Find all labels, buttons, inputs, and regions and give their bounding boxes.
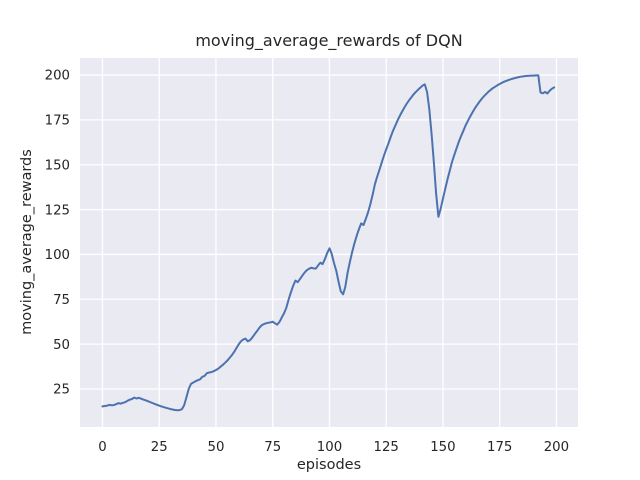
y-tick-label: 25 <box>53 383 70 398</box>
x-tick-label: 200 <box>544 440 569 455</box>
y-tick-label: 50 <box>53 338 70 353</box>
gridlines <box>80 58 578 427</box>
y-tick-labels: 25 50 75 100 125 150 175 200 <box>45 69 70 398</box>
x-tick-label: 100 <box>317 440 342 455</box>
x-tick-label: 125 <box>374 440 399 455</box>
x-tick-label: 150 <box>430 440 455 455</box>
y-tick-label: 175 <box>45 114 70 129</box>
x-tick-label: 75 <box>264 440 281 455</box>
x-axis-label: episodes <box>297 457 361 473</box>
x-tick-label: 175 <box>487 440 512 455</box>
x-tick-label: 25 <box>151 440 168 455</box>
y-axis-label: moving_average_rewards <box>19 149 35 335</box>
dqn-reward-line <box>101 74 556 412</box>
y-tick-label: 150 <box>45 158 70 173</box>
x-tick-label: 50 <box>208 440 225 455</box>
y-tick-label: 100 <box>45 248 70 263</box>
x-tick-label: 0 <box>98 440 106 455</box>
x-tick-labels: 0 25 50 75 100 125 150 175 200 <box>98 440 569 455</box>
y-tick-label: 125 <box>45 203 70 218</box>
y-tick-label: 75 <box>53 293 70 308</box>
chart-title: moving_average_rewards of DQN <box>195 31 462 51</box>
y-tick-label: 200 <box>45 69 70 84</box>
